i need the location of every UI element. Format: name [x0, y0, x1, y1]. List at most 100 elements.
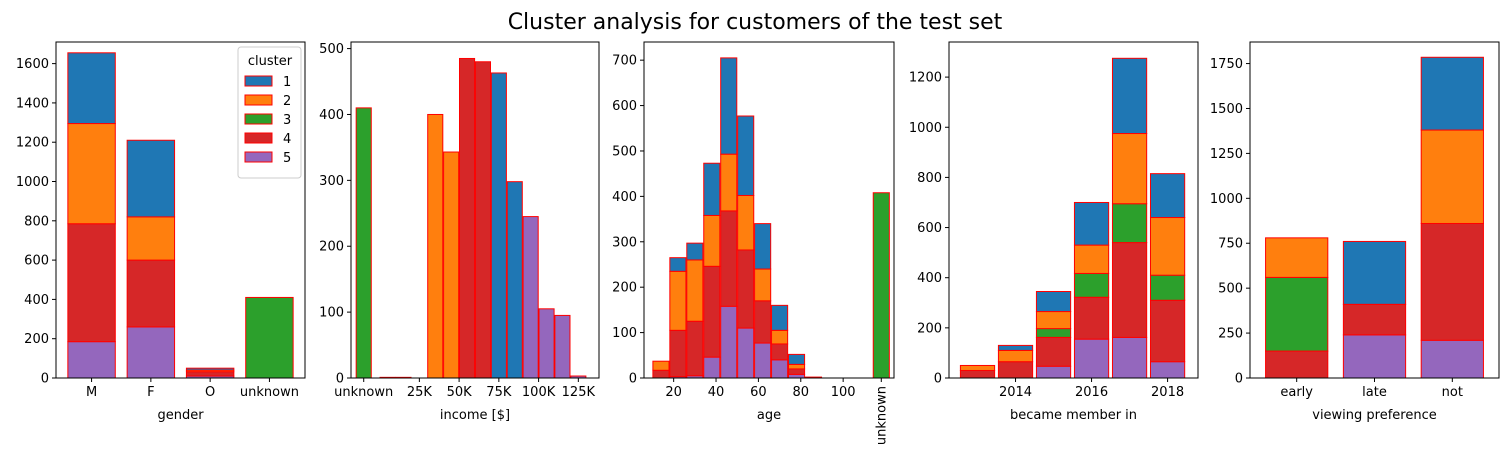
bar-segment [686, 320, 704, 377]
bar-segment [754, 268, 772, 302]
x-axis-label: gender [157, 408, 204, 423]
bar-segment [1265, 276, 1329, 352]
bar-segment [126, 259, 176, 328]
x-tick-label: 80 [793, 385, 810, 400]
bar-segment [67, 223, 116, 343]
x-axis-label: age [757, 408, 781, 423]
bar-segment [720, 57, 738, 155]
bar-segment [1035, 290, 1072, 313]
bar-segment [1073, 296, 1110, 340]
legend-entry-label: 4 [283, 132, 291, 147]
y-tick-label: 0 [1235, 372, 1243, 387]
legend-swatch [244, 132, 273, 144]
bar-segment [669, 257, 687, 272]
x-tick-label: unknown [240, 385, 299, 400]
bar-segment [126, 139, 176, 218]
bar-segment [787, 363, 806, 370]
y-tick-label: 800 [917, 171, 942, 186]
cluster-legend: cluster 1 2 3 4 5 [237, 46, 302, 179]
y-tick-label: 1000 [909, 121, 942, 136]
bar-segment [185, 367, 235, 371]
y-tick-label: 500 [1218, 282, 1243, 297]
x-tick-label: 2018 [1151, 385, 1184, 400]
y-tick-label: 100 [319, 306, 344, 321]
bar-segment [1035, 336, 1072, 367]
bar-segment [1420, 222, 1484, 341]
y-tick-label: 1750 [1210, 57, 1243, 72]
y-tick-label: 200 [24, 332, 49, 347]
bar-segment [1149, 217, 1186, 276]
y-tick-label: 1500 [1210, 102, 1243, 117]
bar-segment [67, 341, 116, 379]
bar-segment [737, 115, 755, 196]
bar-segment [522, 216, 539, 379]
bar-segment [1073, 201, 1110, 246]
bar-segment [703, 356, 721, 379]
bar-segment [787, 353, 806, 365]
bar-segment [459, 57, 476, 379]
bar-segment [1420, 129, 1484, 224]
bar-group [959, 57, 1186, 379]
bar-segment [126, 216, 176, 261]
bar-segment [771, 304, 789, 331]
bar-segment [997, 344, 1034, 351]
bar-segment [1149, 274, 1186, 301]
bar-segment [872, 192, 890, 379]
bar-segment [771, 343, 789, 361]
y-tick-label: 750 [1218, 237, 1243, 252]
bar-segment [652, 360, 670, 371]
bar-segment [652, 369, 670, 379]
bar-segment [1111, 133, 1148, 205]
y-tick-label: 200 [917, 321, 942, 336]
bar-segment [737, 327, 755, 379]
bar-segment [427, 113, 444, 379]
legend-entry-label: 1 [283, 75, 291, 90]
y-tick-label: 500 [319, 42, 344, 57]
axes-frame [350, 41, 600, 379]
bar-segment [686, 242, 704, 261]
bar-segment [1265, 237, 1329, 278]
bar-group [67, 52, 294, 379]
x-tick-label: 25K [407, 385, 433, 400]
member-since-panel: 0 200 400 600 800 1000 1200 2014 2016 2018 became … [909, 41, 1199, 423]
figure-title: Cluster analysis for customers of the te… [508, 10, 1003, 35]
y-tick-label: 300 [319, 174, 344, 189]
y-tick-label: 1000 [1210, 192, 1243, 207]
bar-segment [1073, 338, 1110, 379]
bar-segment [771, 329, 789, 345]
x-tick-label: not [1442, 385, 1463, 400]
axes-frame [643, 41, 895, 379]
bar-segment [490, 72, 507, 379]
bar-segment [686, 259, 704, 322]
legend-title: cluster [248, 54, 293, 69]
y-tick-label: 700 [612, 54, 637, 69]
bar-segment [703, 162, 721, 216]
bar-segment [1111, 336, 1148, 379]
bar-segment [959, 369, 996, 379]
bar-segment [771, 359, 789, 379]
y-tick-label: 400 [917, 271, 942, 286]
bar-segment [997, 349, 1034, 363]
bar-segment [506, 181, 523, 379]
y-tick-label: 500 [612, 144, 637, 159]
y-tick-label: 600 [917, 221, 942, 236]
bar-segment [720, 305, 738, 379]
x-tick-label: 100 [831, 385, 856, 400]
x-tick-label: 2014 [999, 385, 1032, 400]
y-tick-label: 1400 [16, 96, 49, 111]
bar-segment [1149, 361, 1186, 379]
y-tick-label: 600 [24, 254, 49, 269]
y-tick-label: 0 [41, 372, 49, 387]
bar-segment [67, 52, 116, 125]
bar-segment [1420, 56, 1484, 131]
bar-segment [787, 368, 806, 375]
legend-entry-label: 3 [283, 113, 291, 128]
y-tick-label: 800 [24, 214, 49, 229]
x-tick-label: 125K [562, 385, 596, 400]
bar-segment [720, 210, 738, 307]
bar-segment [1342, 240, 1407, 305]
x-tick-label: M [86, 385, 97, 400]
bar-group [1265, 56, 1484, 379]
